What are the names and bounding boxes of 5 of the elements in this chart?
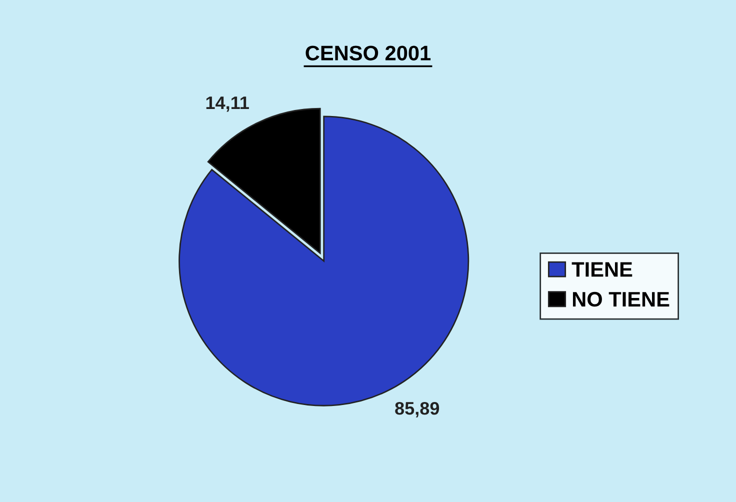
legend-label: NO TIENE [572,292,670,307]
legend-label: TIENE [572,262,632,277]
data-label: 85,89 [395,402,440,418]
chart-title: CENSO 2001 [306,46,431,60]
data-label: 14,11 [206,96,249,112]
